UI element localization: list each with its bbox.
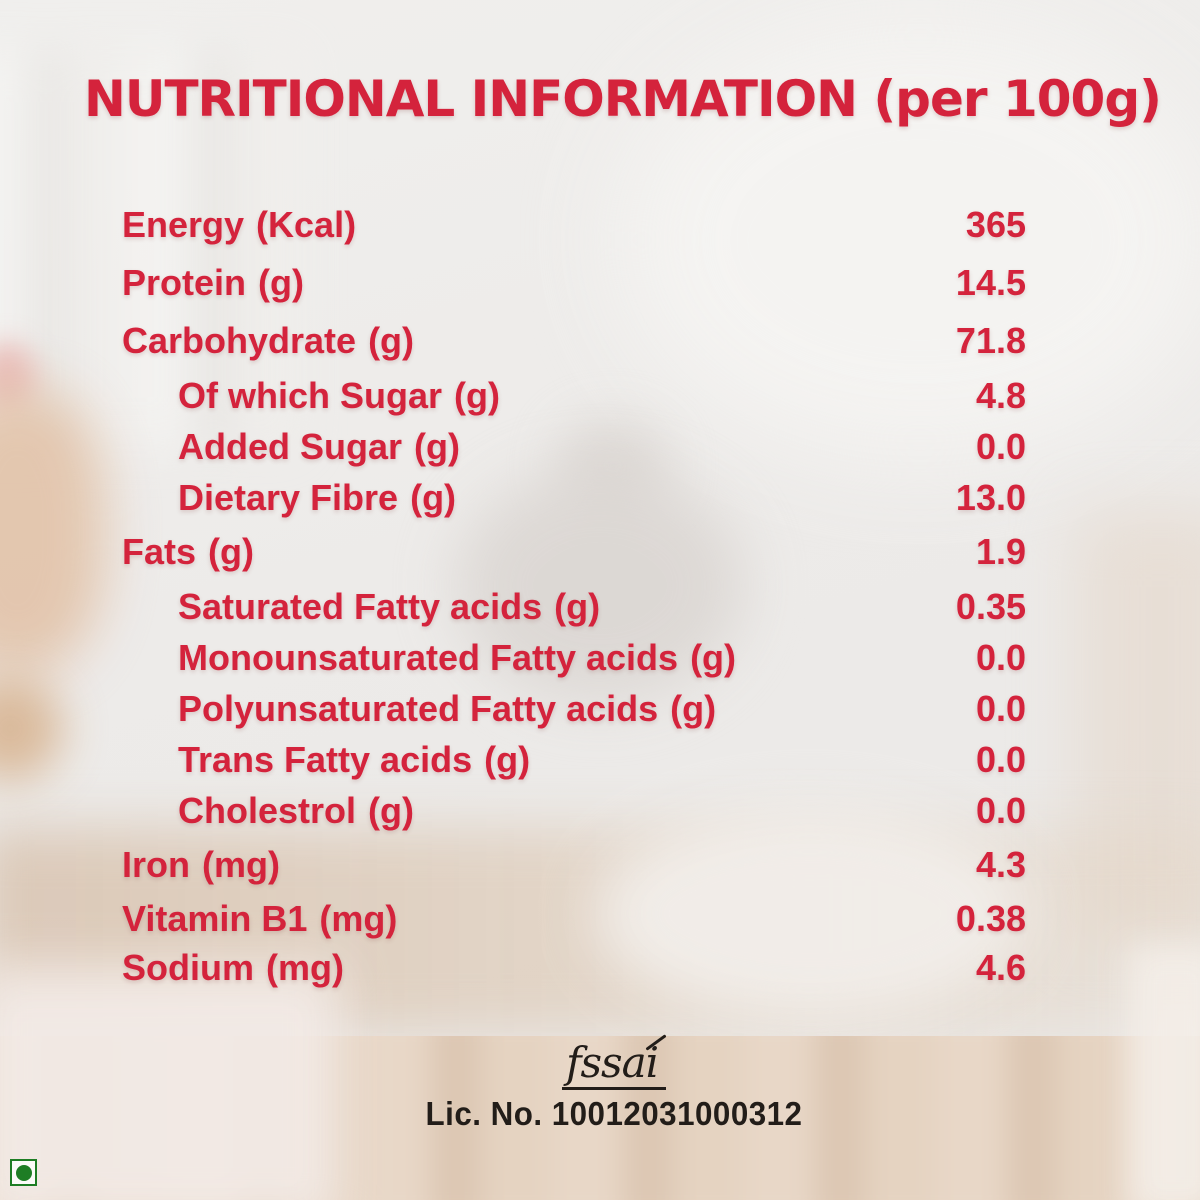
- nutrient-label: Cholestrol: [178, 789, 357, 831]
- nutrient-value: 4.8: [975, 374, 1026, 416]
- nutrient-unit: (g): [208, 531, 254, 572]
- nutrient-unit: (g): [258, 262, 304, 303]
- nutrient-unit: (mg): [202, 844, 280, 885]
- nutrient-unit: (g): [484, 738, 531, 780]
- nutrient-value: 0.35: [955, 585, 1026, 627]
- nutrient-value: 365: [965, 204, 1026, 245]
- fssai-logo: fssai: [561, 1034, 667, 1091]
- nutrient-label: Protein: [122, 262, 247, 303]
- nutrient-unit: (g): [690, 636, 737, 678]
- bg-peach-object-blur: [0, 388, 105, 673]
- page-title: NUTRITIONAL INFORMATION (per 100g): [84, 70, 1162, 128]
- nutrient-unit: (mg): [266, 946, 344, 988]
- nutrient-unit: (g): [414, 425, 460, 467]
- table-row: Monounsaturated Fatty acids (g) 0.0: [122, 632, 1026, 683]
- table-row: Saturated Fatty acids (g) 0.35: [122, 581, 1026, 632]
- nutrient-label: Fats: [122, 531, 197, 572]
- nutrient-unit: (g): [410, 476, 457, 518]
- nutrient-value: 4.6: [975, 946, 1026, 988]
- nutrient-value: 1.9: [975, 531, 1026, 572]
- table-row: Sodium (mg) 4.6: [122, 943, 1026, 992]
- bg-right-shadow-blur: [1075, 510, 1200, 940]
- table-row: Cholestrol (g) 0.0: [122, 785, 1026, 836]
- nutrient-unit: (mg): [319, 897, 398, 939]
- nutrient-unit: (g): [454, 374, 500, 416]
- nutrient-label: Carbohydrate: [122, 320, 357, 361]
- nutrient-unit: (g): [670, 687, 717, 729]
- table-row: Iron (mg) 4.3: [122, 836, 1026, 894]
- nutrient-value: 0.38: [955, 897, 1026, 939]
- table-row: Polyunsaturated Fatty acids (g) 0.0: [122, 683, 1026, 734]
- fssai-footer: fssai Lic. No. 10012031000312: [14, 1034, 1200, 1133]
- nutrient-value: 0.0: [975, 738, 1026, 780]
- nutrient-unit: (g): [368, 320, 415, 361]
- nutrition-table: Energy (Kcal) 365 Protein (g) 14.5 Carbo…: [122, 196, 1026, 992]
- table-row: Trans Fatty acids (g) 0.0: [122, 734, 1026, 785]
- nutrient-unit: (Kcal): [256, 204, 357, 245]
- nutrient-label: Trans Fatty acids: [178, 738, 473, 780]
- fssai-wordmark: fssai: [561, 1039, 667, 1091]
- nutrient-value: 4.3: [975, 844, 1026, 885]
- nutrient-label: Polyunsaturated Fatty acids: [178, 687, 659, 729]
- table-row: Carbohydrate (g) 71.8: [122, 312, 1026, 370]
- table-row: Energy (Kcal) 365: [122, 196, 1026, 254]
- nutrient-label: Dietary Fibre: [178, 476, 399, 518]
- nutrient-value: 14.5: [955, 262, 1026, 303]
- nutrient-label: Iron: [122, 844, 190, 885]
- fssai-license-number: Lic. No. 10012031000312: [425, 1095, 803, 1133]
- nutrient-unit: (g): [554, 585, 601, 627]
- bg-tan-object-blur: [0, 676, 63, 781]
- nutrient-value: 71.8: [955, 320, 1026, 361]
- table-row: Dietary Fibre (g) 13.0: [122, 472, 1026, 523]
- table-row: Vitamin B1 (mg) 0.38: [122, 894, 1026, 943]
- nutrient-label: Added Sugar: [178, 425, 403, 467]
- nutrient-value: 0.0: [975, 636, 1026, 678]
- table-row: Of which Sugar (g) 4.8: [122, 370, 1026, 421]
- nutrient-label: Vitamin B1: [122, 897, 308, 939]
- nutrient-label: Of which Sugar: [178, 374, 443, 416]
- table-row: Protein (g) 14.5: [122, 254, 1026, 312]
- veg-mark-icon: [10, 1159, 37, 1186]
- nutrient-label: Monounsaturated Fatty acids: [178, 636, 679, 678]
- nutrient-label: Saturated Fatty acids: [178, 585, 543, 627]
- nutrient-value: 0.0: [975, 425, 1026, 467]
- nutrient-value: 13.0: [955, 476, 1026, 518]
- nutrient-value: 0.0: [975, 789, 1026, 831]
- table-row: Fats (g) 1.9: [122, 523, 1026, 581]
- bg-pink-object-blur: [0, 342, 36, 414]
- nutrient-label: Energy: [122, 204, 245, 245]
- nutrient-unit: (g): [368, 789, 414, 831]
- nutrient-value: 0.0: [975, 687, 1026, 729]
- nutrient-label: Sodium: [122, 946, 254, 988]
- veg-dot: [15, 1164, 32, 1181]
- table-row: Added Sugar (g) 0.0: [122, 421, 1026, 472]
